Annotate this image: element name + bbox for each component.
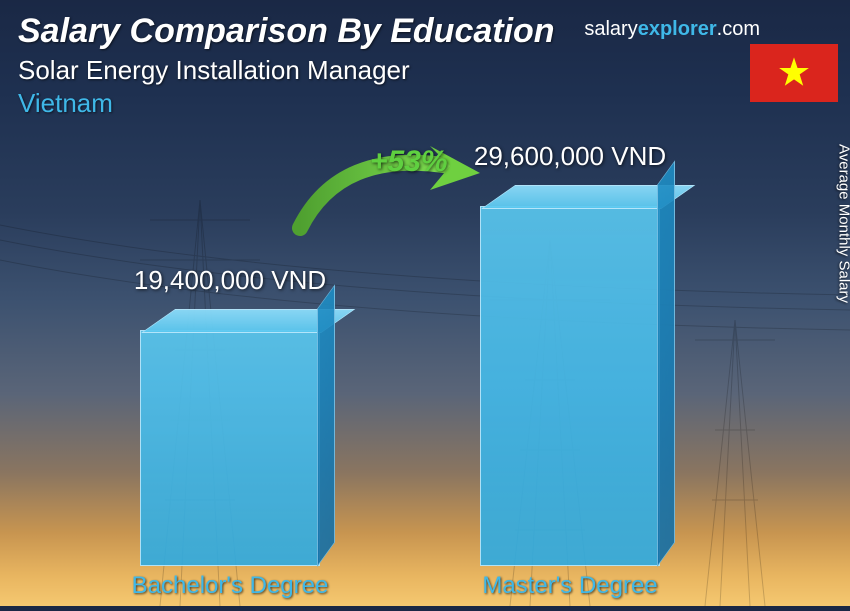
flag-icon — [750, 44, 838, 102]
country-name: Vietnam — [18, 88, 832, 119]
bar-bachelor: 19,400,000 VND — [140, 330, 320, 566]
bar-label-master: Master's Degree — [440, 572, 700, 600]
bar-value-master: 29,600,000 VND — [440, 141, 700, 172]
brand-suffix: .com — [717, 18, 760, 40]
brand-mid: explorer — [638, 18, 717, 40]
bar-value-bachelor: 19,400,000 VND — [100, 265, 360, 296]
bar-master: 29,600,000 VND — [480, 206, 660, 566]
bar-label-bachelor: Bachelor's Degree — [100, 572, 360, 600]
salary-bar-chart: +53% 19,400,000 VND Bachelor's Degree 29,6… — [0, 140, 810, 606]
bar-rect — [480, 206, 660, 566]
increase-percentage: +53% — [370, 145, 448, 179]
job-title: Solar Energy Installation Manager — [18, 55, 832, 86]
brand-logo: salaryexplorer.com — [584, 18, 760, 41]
brand-prefix: salary — [584, 18, 637, 40]
bar-rect — [140, 330, 320, 566]
y-axis-label: Average Monthly Salary — [836, 144, 850, 303]
